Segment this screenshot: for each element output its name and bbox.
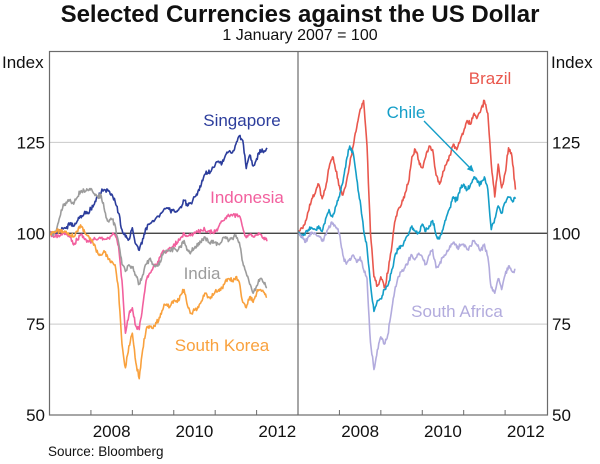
x-year-label-2012-left: 2012 (258, 422, 296, 441)
y-tick-label-right-125: 125 (552, 133, 580, 152)
series-label-south-korea: South Korea (175, 336, 270, 355)
series-line-brazil (298, 99, 517, 289)
x-year-label-2008-left: 2008 (93, 422, 131, 441)
chile-annotation-arrow-line (423, 120, 470, 168)
series-line-india (49, 187, 268, 295)
series-label-india: India (184, 264, 221, 283)
y-tick-label-left-100: 100 (17, 224, 45, 243)
source-note: Source: Bloomberg (48, 444, 164, 459)
y-tick-label-right-75: 75 (552, 315, 571, 334)
series-label-brazil: Brazil (469, 69, 512, 88)
series-label-south-africa: South Africa (411, 302, 503, 321)
y-axis-unit-right: Index (551, 53, 593, 72)
series-line-chile (298, 145, 517, 313)
y-tick-label-right-100: 100 (552, 224, 580, 243)
series-label-singapore: Singapore (203, 111, 281, 130)
y-tick-label-left-75: 75 (26, 315, 45, 334)
chart-title: Selected Currencies against the US Dolla… (60, 1, 540, 28)
y-axis-unit-left: Index (2, 53, 44, 72)
series-label-chile: Chile (387, 103, 426, 122)
series-line-south-africa (298, 221, 516, 371)
x-year-label-2012-right: 2012 (507, 422, 545, 441)
x-year-label-2010-left: 2010 (176, 422, 214, 441)
y-tick-label-right-50: 50 (552, 406, 571, 425)
series-line-singapore (49, 134, 268, 252)
series-label-indonesia: Indonesia (210, 188, 284, 207)
series-line-indonesia (49, 212, 268, 335)
x-year-label-2008-right: 2008 (341, 422, 379, 441)
y-tick-label-left-125: 125 (17, 133, 45, 152)
x-year-label-2010-right: 2010 (424, 422, 462, 441)
y-tick-label-left-50: 50 (26, 406, 45, 425)
series-line-south-korea (49, 224, 268, 380)
chart-subtitle: 1 January 2007 = 100 (222, 27, 378, 44)
chile-annotation-arrowhead (466, 164, 474, 172)
